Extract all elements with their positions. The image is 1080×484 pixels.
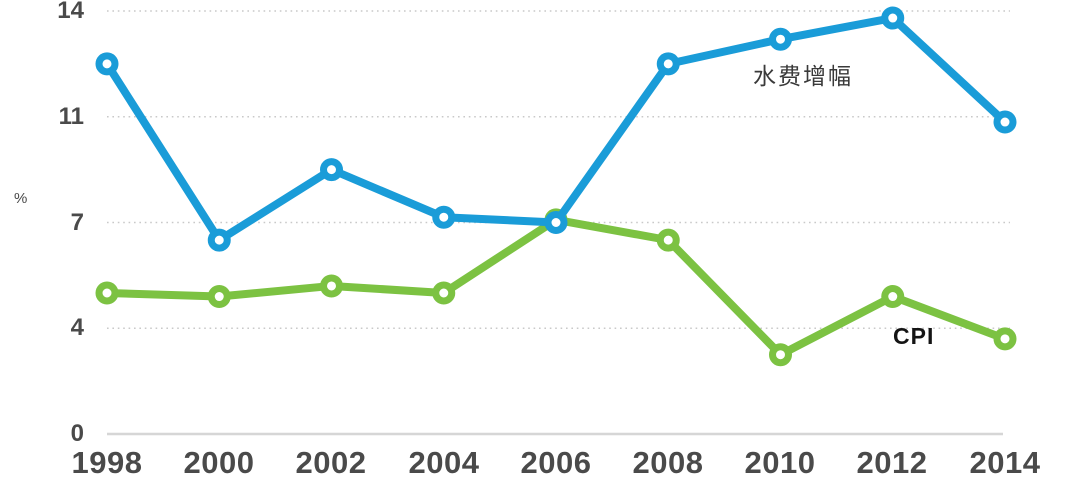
data-point-marker-cpi [95, 281, 119, 305]
data-point-marker-water-fee-growth [432, 205, 456, 229]
data-point-marker-water-fee-growth [544, 211, 568, 234]
x-axis-tick-label: 2010 [744, 445, 816, 480]
data-point-marker-cpi [656, 228, 680, 252]
x-axis-tick-label: 2002 [295, 445, 367, 480]
y-axis-tick-label: 14 [57, 0, 84, 24]
y-axis-tick-label: 0 [70, 420, 84, 447]
data-point-marker-cpi [881, 285, 905, 309]
series-annotation-water-fee-growth: 水费增幅 [753, 63, 853, 89]
y-axis-unit-label: % [14, 190, 28, 207]
x-axis-tick-label: 2006 [520, 445, 592, 480]
x-axis-tick-label: 2012 [856, 445, 928, 480]
data-point-marker-cpi [993, 327, 1017, 351]
data-point-marker-cpi [432, 281, 456, 305]
x-axis-tick-label: 1998 [71, 445, 143, 480]
data-point-marker-water-fee-growth [993, 110, 1017, 134]
data-point-marker-cpi [207, 285, 231, 309]
y-axis-tick-label: 7 [70, 209, 84, 236]
data-point-marker-water-fee-growth [656, 52, 680, 76]
data-point-marker-water-fee-growth [95, 52, 119, 76]
x-axis-tick-label: 2014 [969, 445, 1041, 480]
x-axis-tick-label: 2008 [632, 445, 704, 480]
data-point-marker-water-fee-growth [320, 158, 343, 182]
y-axis-tick-label: 4 [70, 314, 84, 341]
data-point-marker-water-fee-growth [207, 228, 231, 252]
series-annotation-cpi: CPI [893, 323, 935, 349]
y-axis-tick-label: 11 [58, 103, 84, 130]
data-point-marker-cpi [769, 343, 792, 367]
series-line-cpi [103, 215, 1009, 359]
x-axis-tick-label: 2000 [183, 445, 255, 480]
data-point-marker-water-fee-growth [769, 27, 792, 51]
data-point-marker-water-fee-growth [881, 6, 905, 30]
series-line-water-fee-growth [103, 14, 1009, 245]
data-point-marker-cpi [320, 274, 343, 298]
x-axis-tick-label: 2004 [408, 445, 480, 480]
